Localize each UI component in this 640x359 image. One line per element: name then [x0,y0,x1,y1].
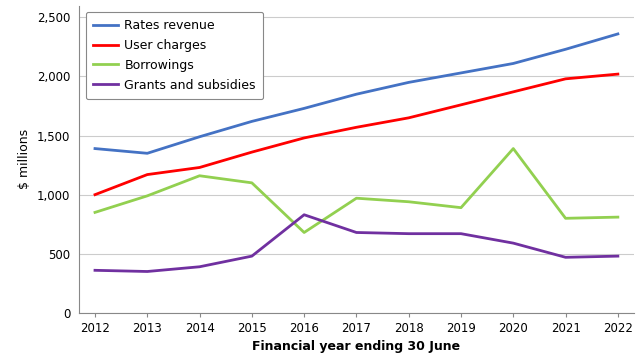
User charges [353,125,360,130]
Rates revenue [300,106,308,111]
User charges [614,72,621,76]
Grants and subsidies [300,213,308,217]
Borrowings [405,200,413,204]
User charges [509,90,517,94]
User charges [405,116,413,120]
User charges [248,150,256,154]
Grants and subsidies [196,265,204,269]
Borrowings [562,216,570,220]
Rates revenue [248,119,256,123]
Rates revenue [457,71,465,75]
Borrowings [143,194,151,198]
Grants and subsidies [91,268,99,272]
Line: User charges: User charges [95,74,618,195]
Rates revenue [143,151,151,155]
Borrowings [196,174,204,178]
Grants and subsidies [405,232,413,236]
Grants and subsidies [353,230,360,235]
Line: Rates revenue: Rates revenue [95,34,618,153]
Borrowings [353,196,360,200]
Rates revenue [196,135,204,139]
Borrowings [300,230,308,235]
Borrowings [91,210,99,215]
Grants and subsidies [143,269,151,274]
Rates revenue [562,47,570,51]
X-axis label: Financial year ending 30 June: Financial year ending 30 June [252,340,461,354]
Rates revenue [91,146,99,151]
Y-axis label: $ millions: $ millions [19,129,31,189]
Borrowings [457,205,465,210]
Borrowings [248,181,256,185]
Grants and subsidies [562,255,570,260]
Grants and subsidies [509,241,517,245]
User charges [300,136,308,140]
Rates revenue [405,80,413,84]
Grants and subsidies [614,254,621,258]
User charges [562,77,570,81]
Rates revenue [614,32,621,36]
Line: Borrowings: Borrowings [95,149,618,233]
Legend: Rates revenue, User charges, Borrowings, Grants and subsidies: Rates revenue, User charges, Borrowings,… [86,12,263,99]
Grants and subsidies [457,232,465,236]
User charges [143,172,151,177]
Borrowings [614,215,621,219]
Line: Grants and subsidies: Grants and subsidies [95,215,618,271]
Borrowings [509,146,517,151]
User charges [457,103,465,107]
Grants and subsidies [248,254,256,258]
Rates revenue [353,92,360,96]
Rates revenue [509,61,517,66]
User charges [91,192,99,197]
User charges [196,165,204,170]
